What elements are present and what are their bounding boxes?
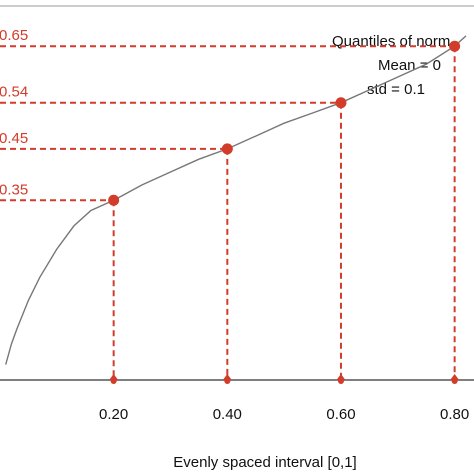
data-point-4 [449, 40, 461, 52]
axis-triangle-marker-2 [222, 374, 232, 380]
y-value-label-4: 0.65 [0, 27, 28, 44]
quantile-curve [5, 35, 467, 365]
data-point-1 [108, 194, 120, 206]
annotation-line-3: std = 0.1 [367, 81, 425, 98]
x-tick-label-1: 0.20 [99, 406, 128, 423]
axis-markers [109, 374, 460, 384]
annotation-line-2: Mean = 0 [378, 57, 441, 74]
data-points [108, 40, 461, 206]
axis-dot-marker-3 [337, 378, 344, 384]
x-tick-labels: 0.20 0.40 0.60 0.80 [99, 406, 469, 423]
x-tick-label-4: 0.80 [440, 406, 469, 423]
annotation-line-1: Quantiles of norm [332, 33, 450, 50]
x-tick-label-2: 0.40 [213, 406, 242, 423]
axis-triangle-marker-1 [109, 374, 119, 380]
y-value-label-3: 0.54 [0, 84, 28, 101]
axis-dot-marker-4 [451, 378, 458, 384]
data-point-3 [335, 97, 347, 109]
y-value-label-2: 0.45 [0, 130, 28, 147]
y-value-labels: 0.35 0.45 0.54 0.65 [0, 27, 28, 198]
axis-triangle-marker-3 [336, 374, 346, 380]
axis-dot-marker-2 [224, 378, 231, 384]
y-value-label-1: 0.35 [0, 181, 28, 198]
guide-lines [0, 45, 456, 380]
x-axis-title: Evenly spaced interval [0,1] [173, 454, 356, 471]
axis-triangle-marker-4 [450, 374, 460, 380]
axis-dot-marker-1 [110, 378, 117, 384]
legend-annotation: Quantiles of norm Mean = 0 std = 0.1 [332, 33, 450, 98]
data-point-2 [221, 143, 233, 155]
x-tick-label-3: 0.60 [326, 406, 355, 423]
